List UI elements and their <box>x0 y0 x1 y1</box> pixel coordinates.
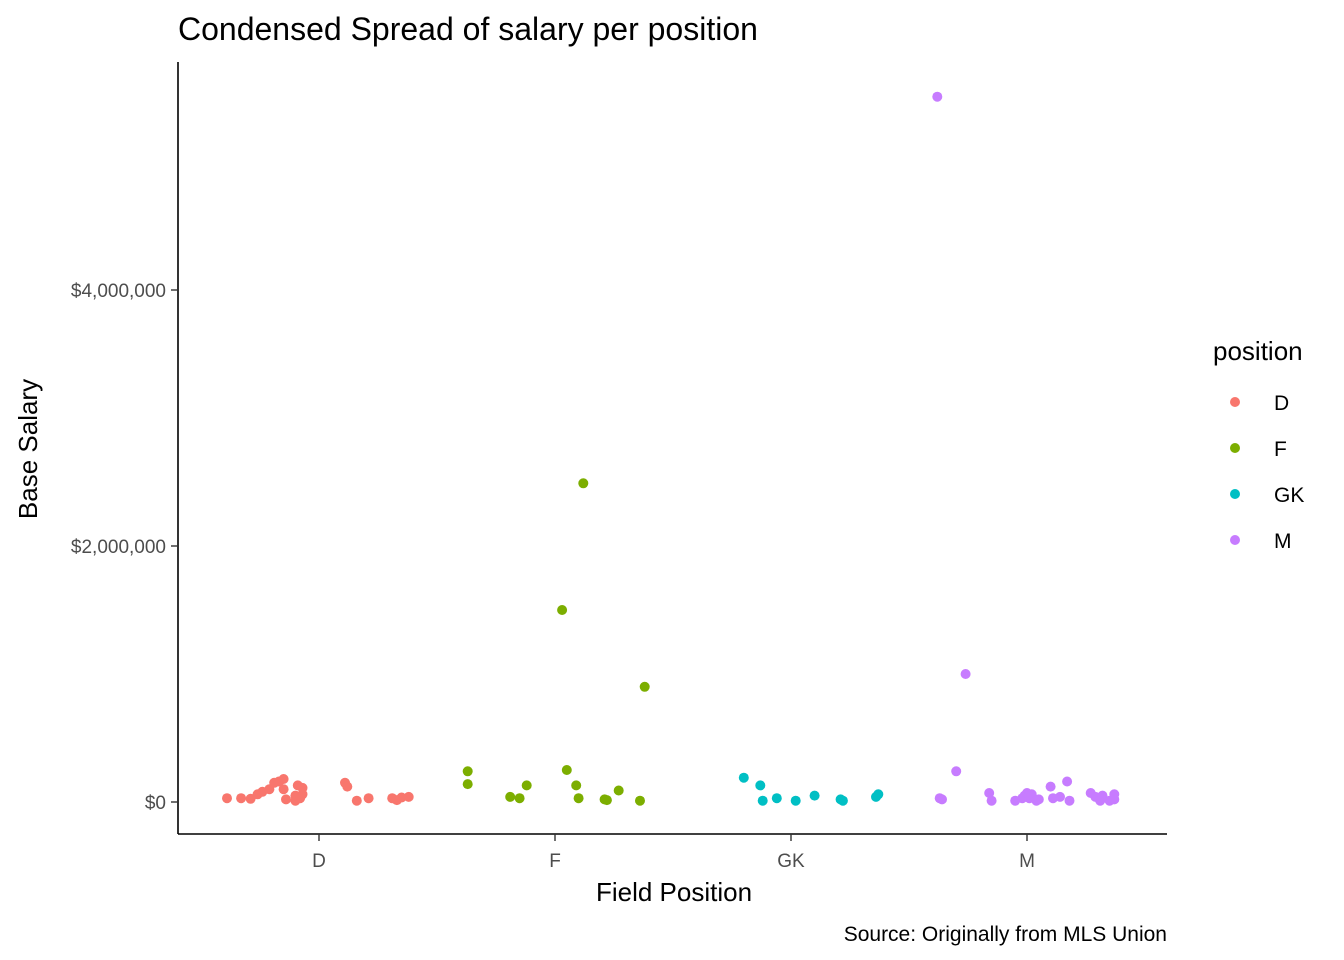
legend-label: F <box>1274 438 1287 461</box>
data-point <box>937 794 947 805</box>
series-gk <box>738 772 884 806</box>
data-point <box>222 793 232 804</box>
data-point <box>521 780 532 791</box>
legend-key-m <box>1230 535 1240 545</box>
plot-marks <box>222 91 1120 806</box>
data-point <box>932 91 943 102</box>
x-tick-label: GK <box>777 851 805 872</box>
data-point <box>351 795 362 806</box>
data-point <box>573 793 584 804</box>
data-point <box>505 791 516 802</box>
data-point <box>278 774 289 784</box>
legend: position DF GK M <box>1213 336 1304 553</box>
x-tick-label: F <box>549 851 561 872</box>
legend-title: position <box>1213 336 1303 366</box>
series-f <box>462 478 650 806</box>
data-point <box>363 793 374 804</box>
legend-label: M <box>1274 530 1292 553</box>
data-point <box>514 793 525 804</box>
data-point <box>1033 794 1044 805</box>
data-point <box>790 795 801 806</box>
data-point <box>738 772 749 783</box>
y-tick-label: $4,000,000 <box>71 281 166 302</box>
legend-items: DF GK M <box>1230 392 1304 553</box>
data-point <box>873 789 884 800</box>
data-point <box>297 782 308 793</box>
x-tick-label: M <box>1019 851 1035 872</box>
data-point <box>1064 795 1075 806</box>
data-point <box>986 795 997 806</box>
data-point <box>809 790 820 801</box>
series-m <box>932 91 1120 806</box>
data-point <box>557 605 568 615</box>
data-point <box>403 791 414 802</box>
y-tick-label: $0 <box>145 793 166 814</box>
data-point <box>771 793 782 804</box>
x-tick-label: D <box>312 851 326 872</box>
data-point <box>960 669 971 679</box>
data-point <box>462 779 473 790</box>
y-tick-label: $2,000,000 <box>71 537 166 558</box>
legend-key-gk <box>1230 489 1240 499</box>
data-point <box>462 766 473 777</box>
data-point <box>639 681 650 692</box>
data-point <box>578 478 589 489</box>
series-d <box>222 774 414 806</box>
data-point <box>1045 781 1056 792</box>
chart-title: Condensed Spread of salary per position <box>178 11 758 47</box>
legend-key-f <box>1230 443 1240 453</box>
data-point <box>1109 789 1120 800</box>
y-axis-title: Base Salary <box>13 379 43 519</box>
data-point <box>561 765 572 775</box>
legend-key-d <box>1230 397 1240 407</box>
data-point <box>837 795 848 806</box>
data-point <box>755 780 766 791</box>
data-point <box>757 795 768 806</box>
data-point <box>236 793 247 804</box>
data-point <box>984 788 995 798</box>
data-point <box>1062 776 1073 787</box>
data-point <box>571 780 582 791</box>
data-point <box>342 781 353 792</box>
data-point <box>1097 790 1108 801</box>
x-axis-title: Field Position <box>596 877 752 907</box>
data-point <box>281 794 291 805</box>
data-point <box>613 785 624 796</box>
data-point <box>635 795 645 806</box>
legend-label: D <box>1274 392 1289 415</box>
data-point <box>278 784 289 795</box>
y-axis-ticks: $0 $2,000,000 $4,000,000 <box>71 281 178 814</box>
x-axis-ticks: D F GK M <box>312 834 1035 872</box>
data-point <box>1055 791 1065 802</box>
chart-caption: Source: Originally from MLS Union <box>844 923 1167 946</box>
data-point <box>951 766 962 777</box>
legend-label: GK <box>1274 484 1304 507</box>
data-point <box>601 795 612 806</box>
